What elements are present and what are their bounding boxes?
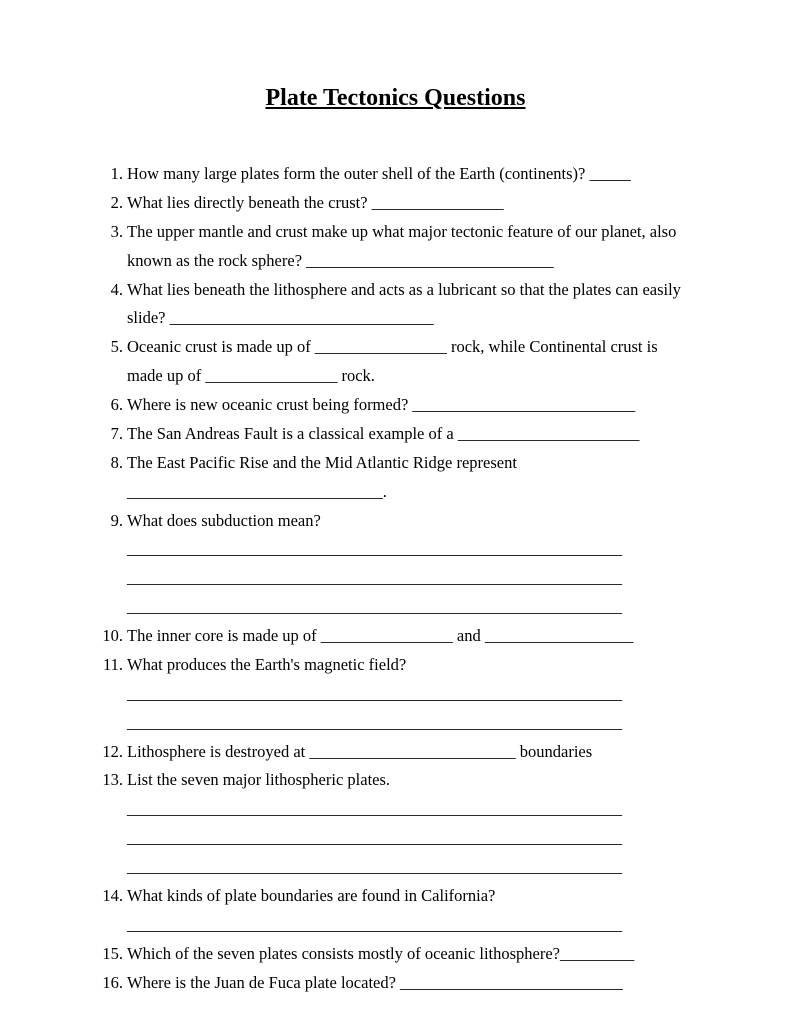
question-item: 4. What lies beneath the lithosphere and… bbox=[95, 276, 696, 334]
question-item: 2. What lies directly beneath the crust?… bbox=[95, 189, 696, 218]
question-text: The East Pacific Rise and the Mid Atlant… bbox=[127, 449, 696, 507]
question-number: 7. bbox=[95, 420, 127, 449]
question-text: List the seven major lithospheric plates… bbox=[127, 766, 696, 882]
question-text: What kinds of plate boundaries are found… bbox=[127, 882, 696, 940]
question-number: 3. bbox=[95, 218, 127, 276]
question-text: What lies beneath the lithosphere and ac… bbox=[127, 276, 696, 334]
question-item: 3. The upper mantle and crust make up wh… bbox=[95, 218, 696, 276]
question-number: 10. bbox=[95, 622, 127, 651]
question-number: 1. bbox=[95, 160, 127, 189]
question-item: 16. Where is the Juan de Fuca plate loca… bbox=[95, 969, 696, 998]
question-item: 8. The East Pacific Rise and the Mid Atl… bbox=[95, 449, 696, 507]
question-text: The inner core is made up of ___________… bbox=[127, 622, 696, 651]
question-number: 2. bbox=[95, 189, 127, 218]
worksheet-page: Plate Tectonics Questions 1. How many la… bbox=[0, 0, 791, 1024]
question-text: Which of the seven plates consists mostl… bbox=[127, 940, 696, 969]
question-item: 7. The San Andreas Fault is a classical … bbox=[95, 420, 696, 449]
question-item: 1. How many large plates form the outer … bbox=[95, 160, 696, 189]
question-item: 9. What does subduction mean? __________… bbox=[95, 507, 696, 623]
question-text: Where is new oceanic crust being formed?… bbox=[127, 391, 696, 420]
question-text: Lithosphere is destroyed at ____________… bbox=[127, 738, 696, 767]
question-number: 4. bbox=[95, 276, 127, 334]
question-number: 9. bbox=[95, 507, 127, 623]
question-number: 6. bbox=[95, 391, 127, 420]
question-number: 5. bbox=[95, 333, 127, 391]
question-item: 14. What kinds of plate boundaries are f… bbox=[95, 882, 696, 940]
question-item: 6. Where is new oceanic crust being form… bbox=[95, 391, 696, 420]
question-text: How many large plates form the outer she… bbox=[127, 160, 696, 189]
question-item: 12. Lithosphere is destroyed at ________… bbox=[95, 738, 696, 767]
question-number: 14. bbox=[95, 882, 127, 940]
question-item: 5. Oceanic crust is made up of _________… bbox=[95, 333, 696, 391]
question-number: 16. bbox=[95, 969, 127, 998]
question-text: The upper mantle and crust make up what … bbox=[127, 218, 696, 276]
question-text: Where is the Juan de Fuca plate located?… bbox=[127, 969, 696, 998]
question-item: 11. What produces the Earth's magnetic f… bbox=[95, 651, 696, 738]
question-item: 10. The inner core is made up of _______… bbox=[95, 622, 696, 651]
question-text: What does subduction mean? _____________… bbox=[127, 507, 696, 623]
question-text: The San Andreas Fault is a classical exa… bbox=[127, 420, 696, 449]
page-title: Plate Tectonics Questions bbox=[95, 85, 696, 112]
question-number: 11. bbox=[95, 651, 127, 738]
question-item: 15. Which of the seven plates consists m… bbox=[95, 940, 696, 969]
question-number: 13. bbox=[95, 766, 127, 882]
question-number: 15. bbox=[95, 940, 127, 969]
questions-list: 1. How many large plates form the outer … bbox=[95, 160, 696, 997]
question-text: Oceanic crust is made up of ____________… bbox=[127, 333, 696, 391]
question-item: 13. List the seven major lithospheric pl… bbox=[95, 766, 696, 882]
question-number: 12. bbox=[95, 738, 127, 767]
question-number: 8. bbox=[95, 449, 127, 507]
question-text: What produces the Earth's magnetic field… bbox=[127, 651, 696, 738]
question-text: What lies directly beneath the crust? __… bbox=[127, 189, 696, 218]
